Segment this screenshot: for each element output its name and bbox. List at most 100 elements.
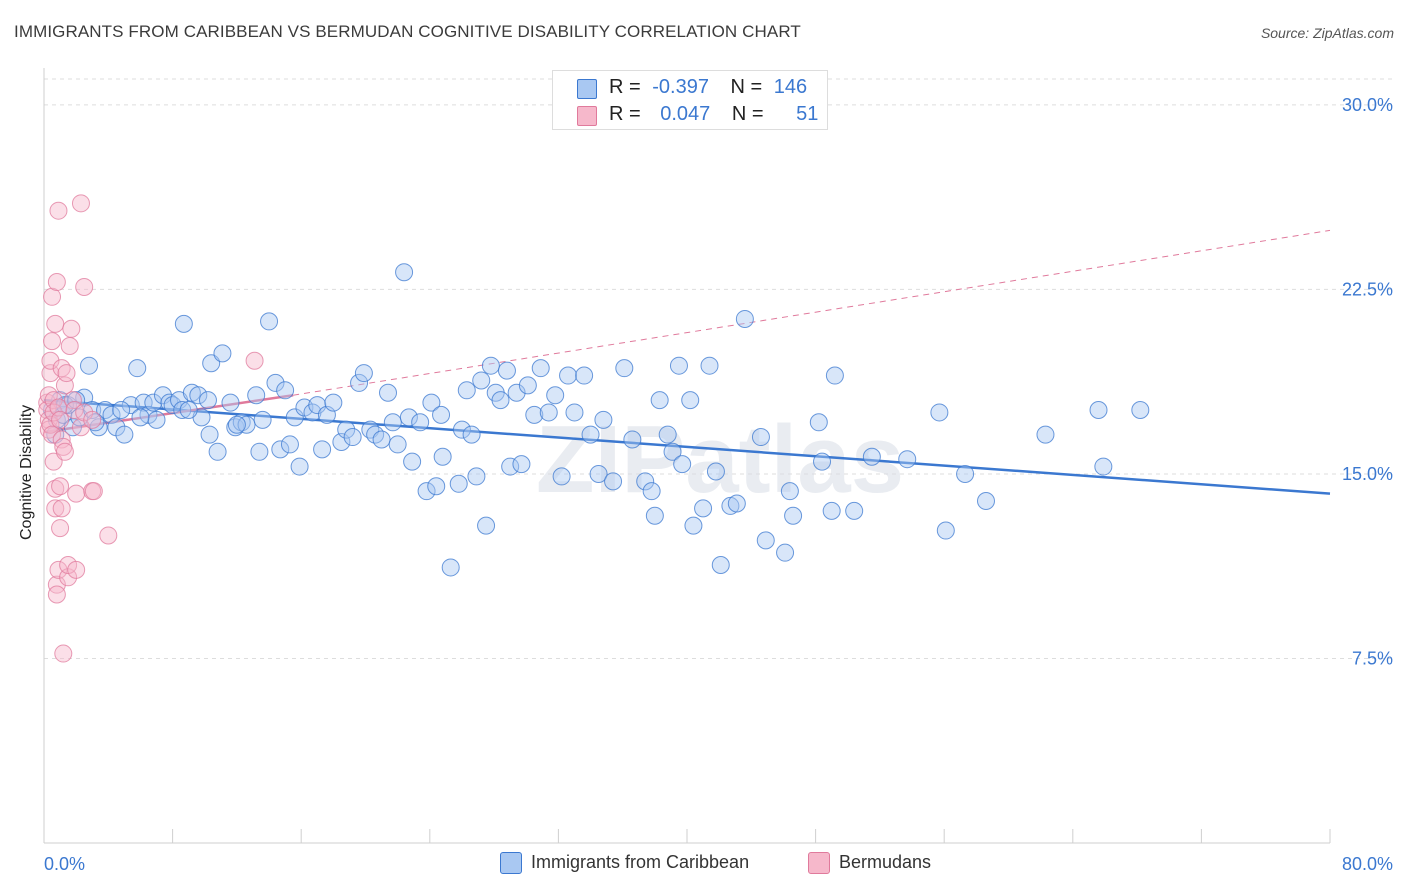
x-tick-label: 0.0% — [44, 854, 85, 874]
bermudan-point — [84, 482, 103, 501]
caribbean-point — [642, 482, 661, 501]
caribbean-point — [432, 405, 451, 424]
caribbean-point — [80, 356, 99, 375]
caribbean-point — [1089, 400, 1108, 419]
caribbean-point — [343, 428, 362, 447]
caribbean-point — [936, 521, 955, 540]
caribbean-point — [395, 263, 414, 282]
bermudan-point — [71, 194, 90, 213]
bermudan-point — [44, 403, 63, 422]
bermudan-point — [43, 425, 62, 444]
caribbean-point — [604, 472, 623, 491]
bermudan-point — [83, 410, 102, 429]
bermudan-point — [60, 337, 79, 356]
bermudan-point — [245, 351, 264, 370]
caribbean-point — [337, 420, 356, 439]
caribbean-point — [565, 403, 584, 422]
caribbean-point — [457, 381, 476, 400]
caribbean-point — [354, 364, 373, 383]
caribbean-point — [727, 494, 746, 513]
caribbean-point — [247, 386, 266, 405]
bermudan-point — [47, 575, 66, 594]
caribbean-point — [645, 506, 664, 525]
caribbean-point — [623, 430, 642, 449]
bermudan-point — [52, 359, 71, 378]
caribbean-point — [636, 472, 655, 491]
caribbean-point — [144, 393, 163, 412]
caribbean-point — [379, 383, 398, 402]
caribbean-point — [681, 391, 700, 410]
caribbean-point — [372, 430, 391, 449]
caribbean-point — [735, 309, 754, 328]
caribbean-point — [213, 344, 232, 363]
bermudan-point — [47, 585, 66, 604]
legend-swatch-bermudan — [808, 852, 830, 874]
legend-swatch-bermudan — [577, 106, 597, 126]
caribbean-point — [232, 413, 251, 432]
y-tick-label: 22.5% — [1342, 279, 1393, 299]
legend-n-value: 51 — [796, 103, 819, 125]
caribbean-point — [179, 400, 198, 419]
caribbean-point — [441, 558, 460, 577]
caribbean-point — [266, 373, 285, 392]
caribbean-point — [822, 501, 841, 520]
bermudan-point — [75, 277, 94, 296]
axes — [43, 68, 1331, 844]
caribbean-point — [684, 516, 703, 535]
stats-legend: R = -0.397 N = 146 R = 0.047 N = 51 — [552, 70, 828, 130]
bermudan-point — [43, 332, 62, 351]
caribbean-point — [449, 474, 468, 493]
bermudan-point — [57, 364, 76, 383]
caribbean-point — [706, 462, 725, 481]
caribbean-point — [221, 393, 240, 412]
caribbean-point — [260, 312, 279, 331]
caribbean-point — [462, 425, 481, 444]
caribbean-point — [784, 506, 803, 525]
legend-row-caribbean: R = -0.397 N = 146 — [553, 75, 827, 101]
caribbean-point — [531, 359, 550, 378]
caribbean-point — [280, 435, 299, 454]
bermudan-point — [41, 351, 60, 370]
caribbean-point — [809, 413, 828, 432]
bermudan-point — [54, 644, 73, 663]
caribbean-point — [147, 410, 166, 429]
caribbean-point — [512, 455, 531, 474]
caribbean-point — [208, 442, 227, 461]
caribbean-point — [700, 356, 719, 375]
caribbean-point — [477, 516, 496, 535]
caribbean-point — [669, 356, 688, 375]
caribbean-point — [780, 482, 799, 501]
caribbean-point — [825, 366, 844, 385]
caribbean-point — [253, 410, 272, 429]
caribbean-point — [411, 413, 430, 432]
caribbean-point — [594, 410, 613, 429]
caribbean-point — [324, 393, 343, 412]
y-axis-label: Cognitive Disability — [18, 404, 35, 540]
legend-n-value: 146 — [773, 76, 808, 98]
caribbean-point — [403, 452, 422, 471]
bermudan-point — [46, 499, 65, 518]
caribbean-point — [518, 376, 537, 395]
caribbean-point — [433, 447, 452, 466]
y-tick-label: 30.0% — [1342, 95, 1393, 115]
bermudan-point — [41, 364, 60, 383]
bermudan-point — [52, 499, 71, 518]
source-label: Source: ZipAtlas.com — [1260, 25, 1394, 41]
y-tick-label: 15.0% — [1342, 464, 1393, 484]
caribbean-point — [552, 467, 571, 486]
bermudan-point — [51, 410, 70, 429]
legend-row-bermudan: R = 0.047 N = 51 — [553, 102, 827, 128]
caribbean-point — [663, 442, 682, 461]
legend-n-label: N = — [731, 103, 764, 125]
caribbean-point — [89, 418, 108, 437]
chart-title: IMMIGRANTS FROM CARIBBEAN VS BERMUDAN CO… — [14, 22, 801, 41]
bermudan-point — [62, 319, 81, 338]
caribbean-point — [776, 543, 795, 562]
caribbean-point — [501, 457, 520, 476]
bermudan-point — [49, 201, 68, 220]
bermudan-point — [43, 287, 62, 306]
data-points — [38, 194, 1150, 663]
caribbean-point — [1094, 457, 1113, 476]
caribbean-point — [427, 477, 446, 496]
